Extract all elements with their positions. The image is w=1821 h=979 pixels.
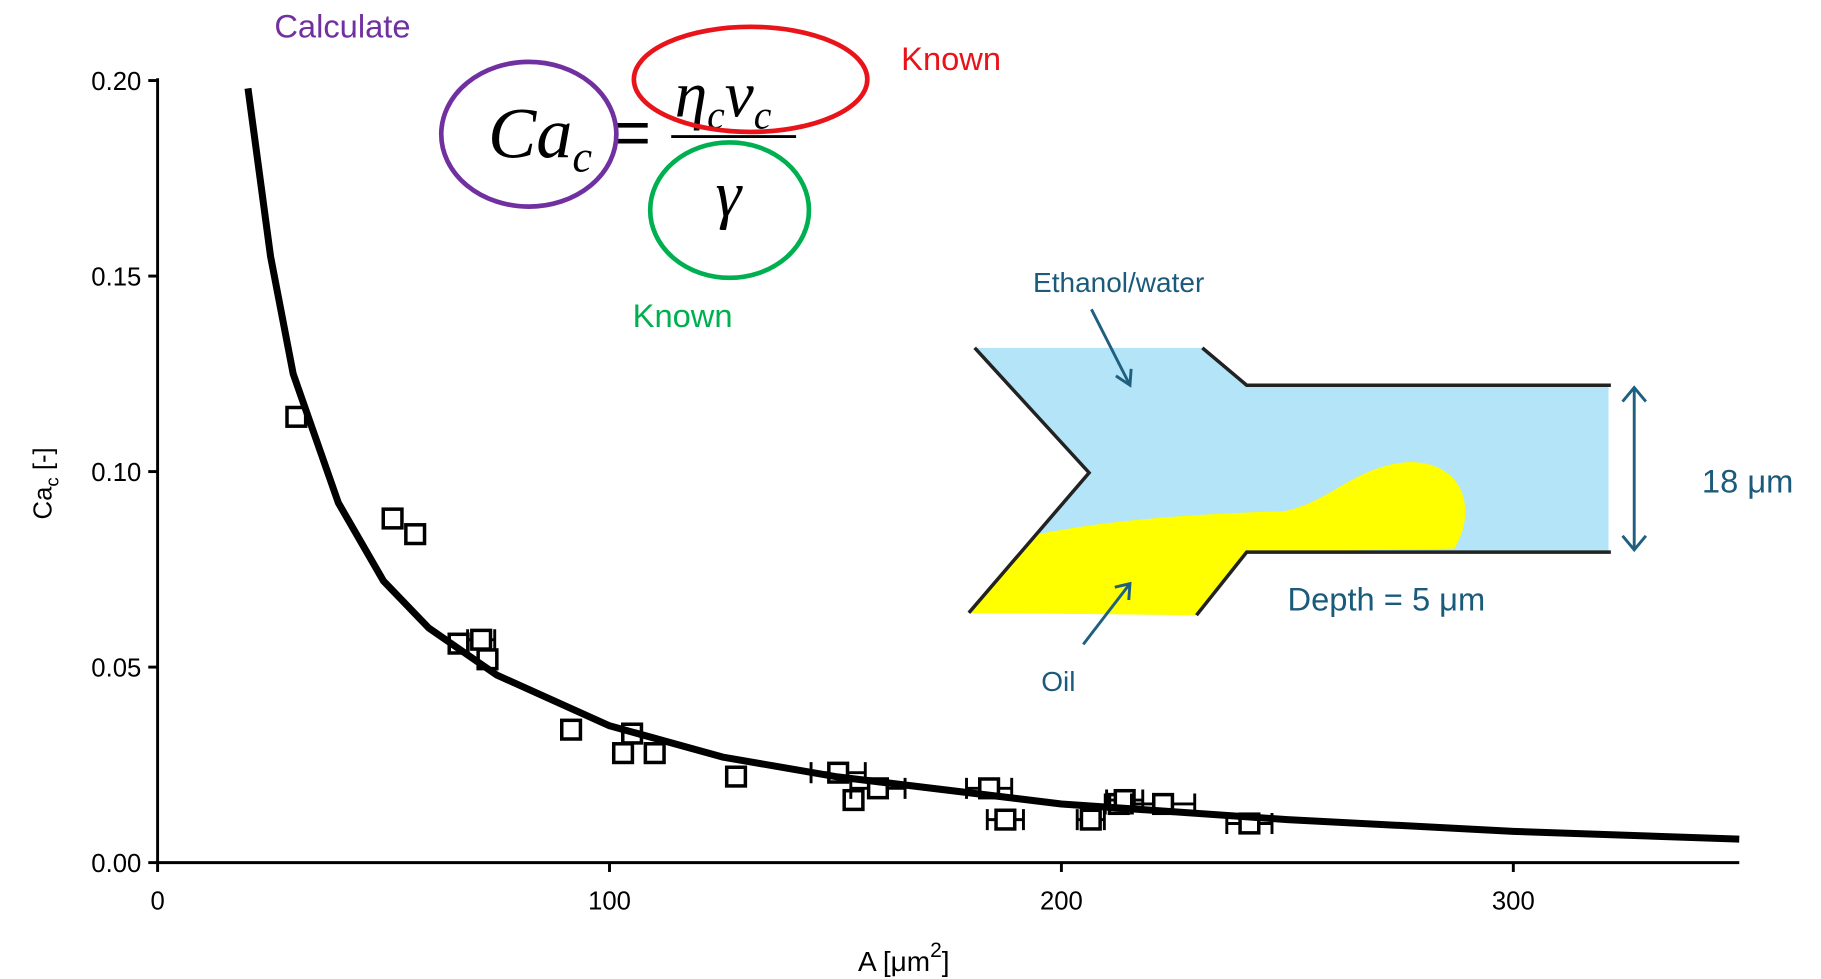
calculate-label: Calculate (274, 7, 410, 44)
x-tick-label: 200 (1040, 887, 1083, 915)
dispersed-label: Oil (1041, 666, 1075, 697)
point (562, 720, 581, 739)
known-label-top: Known (901, 40, 1001, 77)
known-label-bottom: Known (633, 297, 733, 334)
y-label-suffix: [-] (29, 447, 57, 477)
x-label-suffix: ] (942, 946, 950, 977)
eq-den: γ (716, 159, 744, 231)
y-tick-label: 0.10 (91, 459, 141, 487)
x-tick-label: 0 (150, 887, 164, 915)
x-tick-label: 300 (1492, 887, 1535, 915)
eq-equals: = (614, 98, 651, 168)
point (844, 791, 863, 810)
equation: Cac = ηcvc γ Calculate Known Known (274, 7, 1001, 333)
point (1081, 810, 1100, 829)
y-label-sub: c (41, 477, 62, 486)
y-label-text: Ca (29, 486, 57, 520)
y-tick-label: 0.20 (91, 68, 141, 96)
equation-lhs: Cac (488, 94, 592, 182)
y-tick-label: 0.00 (91, 850, 141, 878)
depth-label: Depth = 5 μm (1288, 580, 1486, 617)
page: {"chart_data": { "type": "scatter", "x_l… (0, 0, 1821, 979)
x-axis-label: A [μm2] (858, 939, 950, 977)
x-label-text: A [μm (858, 946, 930, 977)
point (383, 509, 402, 528)
chart: Cac = ηcvc γ Calculate Known Known Ethan… (0, 0, 1821, 979)
continuous-label: Ethanol/water (1033, 267, 1204, 298)
width-label: 18 μm (1702, 463, 1793, 500)
point (645, 744, 664, 763)
point (727, 767, 746, 786)
eq-lhs-sub: c (572, 132, 592, 182)
point (472, 630, 491, 649)
y-tick-label: 0.15 (91, 263, 141, 291)
point (996, 810, 1015, 829)
y-tick-label: 0.05 (91, 654, 141, 682)
channel-wall (1202, 348, 1611, 385)
x-label-sup: 2 (930, 939, 942, 962)
channel-diagram: Ethanol/water Oil 18 μm Depth = 5 μm (969, 267, 1794, 697)
eq-num2: v (725, 60, 755, 132)
y-axis-label: Cac [-] (29, 447, 62, 519)
eq-lhs: Ca (488, 94, 572, 174)
x-tick-label: 100 (588, 887, 631, 915)
point (614, 744, 633, 763)
point (406, 525, 425, 544)
